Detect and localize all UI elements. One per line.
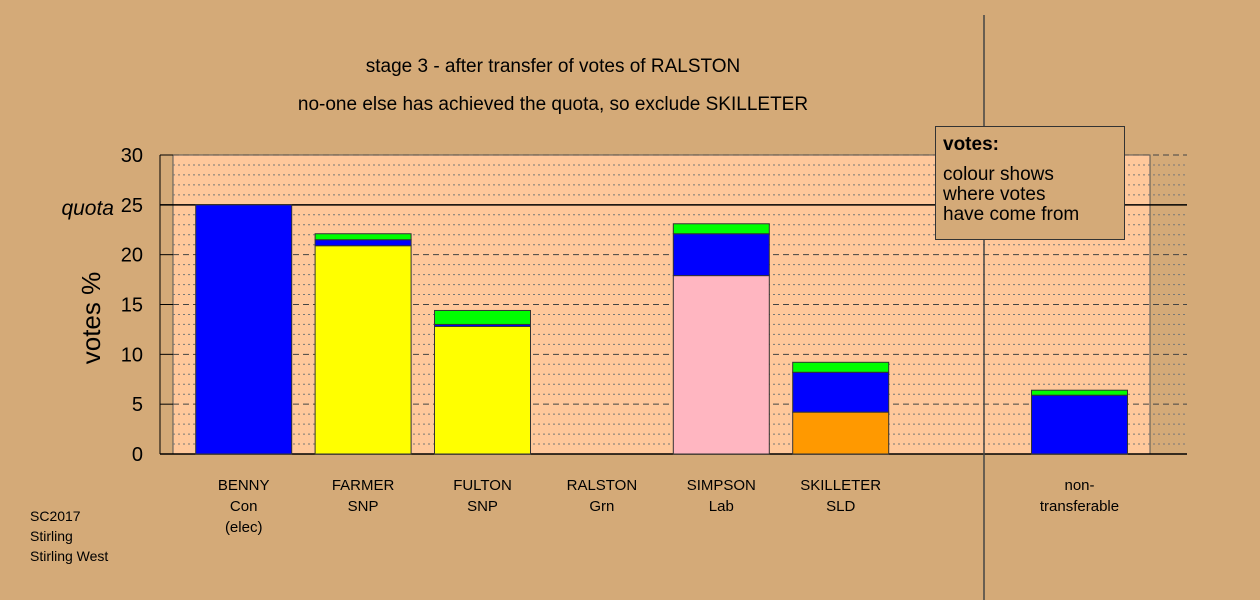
y-tick-label: 30 bbox=[121, 145, 143, 167]
x-tick-label: SIMPSON bbox=[687, 477, 756, 494]
bar-segment bbox=[314, 239, 412, 247]
x-tick-label: (elec) bbox=[225, 519, 263, 536]
bar-segment bbox=[792, 361, 890, 373]
source-ward: Stirling West bbox=[30, 548, 109, 564]
legend: votes: colour shows where votes have com… bbox=[935, 126, 1125, 240]
bar-segment bbox=[792, 371, 890, 413]
bar-segment bbox=[672, 223, 770, 235]
bar-segment bbox=[314, 245, 412, 455]
bar-segment bbox=[1031, 394, 1128, 455]
bar-segment bbox=[314, 233, 412, 241]
x-tick-label: SNP bbox=[348, 498, 379, 515]
x-tick-label: BENNY bbox=[218, 477, 270, 494]
quota-label: quota bbox=[61, 197, 114, 220]
bar-segment bbox=[434, 325, 531, 455]
y-tick-label: 15 bbox=[121, 295, 143, 317]
x-tick-label: non- bbox=[1064, 477, 1094, 494]
x-tick-label: Lab bbox=[709, 498, 734, 515]
source-council: Stirling bbox=[30, 528, 73, 544]
legend-line: have come from bbox=[943, 204, 1080, 225]
x-tick-label: SLD bbox=[826, 498, 855, 515]
y-tick-label: 5 bbox=[132, 394, 143, 416]
x-tick-label: FULTON bbox=[453, 477, 512, 494]
bar-segment bbox=[195, 204, 293, 455]
x-tick-label: transferable bbox=[1040, 498, 1119, 515]
y-tick-label: 25 bbox=[121, 195, 143, 217]
bar-segment bbox=[434, 309, 531, 325]
legend-line: where votes bbox=[943, 184, 1046, 205]
x-tick-label: RALSTON bbox=[567, 477, 638, 494]
chart-title: stage 3 - after transfer of votes of RAL… bbox=[366, 56, 741, 77]
source-note: SC2017 Stirling Stirling West bbox=[30, 506, 108, 566]
y-axis-label: votes % bbox=[76, 272, 106, 365]
bar-segment bbox=[1031, 389, 1128, 396]
chart-subtitle: no-one else has achieved the quota, so e… bbox=[298, 94, 808, 115]
y-tick-label: 10 bbox=[121, 344, 143, 366]
legend-line: colour shows bbox=[943, 164, 1054, 185]
bar-segment bbox=[792, 411, 890, 455]
x-tick-label: SNP bbox=[467, 498, 498, 515]
bar-segment bbox=[672, 233, 770, 277]
bar-segment bbox=[672, 275, 770, 455]
legend-title: votes: bbox=[943, 134, 999, 155]
y-tick-label: 20 bbox=[121, 245, 143, 267]
x-tick-label: Grn bbox=[589, 498, 614, 515]
x-tick-label: Con bbox=[230, 498, 258, 515]
x-tick-label: FARMER bbox=[332, 477, 395, 494]
source-election: SC2017 bbox=[30, 508, 81, 524]
y-tick-label: 0 bbox=[132, 444, 143, 466]
x-tick-label: SKILLETER bbox=[800, 477, 881, 494]
